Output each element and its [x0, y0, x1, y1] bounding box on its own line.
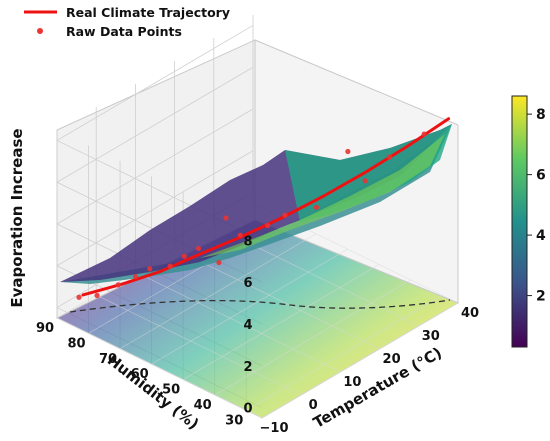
- colorbar-gradient: [511, 95, 528, 348]
- grid-line-x-floor: [174, 248, 380, 350]
- y-tick-label: 80: [67, 336, 85, 351]
- data-point: [132, 273, 139, 280]
- z-axis-label: Evaporation Increase: [8, 128, 26, 307]
- data-point: [386, 154, 393, 160]
- legend: Real Climate Trajectory Raw Data Points: [24, 5, 230, 39]
- z-tick-label: 0: [243, 402, 252, 417]
- colorbar-ticks: 2 4 6 8: [527, 107, 546, 305]
- grid-line-x-floor: [56, 317, 263, 419]
- x-tick-label: 0: [309, 398, 318, 413]
- data-point: [94, 292, 100, 299]
- grid-line-y-floor: [183, 264, 380, 380]
- colorbar-tick-label: 6: [536, 168, 546, 184]
- grid-line-z-right: [56, 150, 254, 267]
- data-point: [76, 294, 82, 300]
- y-tick-label: 40: [194, 398, 212, 413]
- y-tick-label: 30: [225, 413, 243, 428]
- data-point: [167, 263, 173, 269]
- z-tick-label: 4: [243, 318, 252, 333]
- colorbar-tick-label: 2: [536, 289, 546, 305]
- data-point: [216, 259, 222, 266]
- y-tick-label: 90: [36, 321, 54, 336]
- surface: [60, 124, 452, 284]
- data-points: [76, 131, 427, 300]
- colorbar: 2 4 6 8: [511, 95, 546, 348]
- data-point: [313, 204, 320, 210]
- grid-line-y-floor: [119, 233, 317, 350]
- z-tick-label: 6: [243, 276, 252, 291]
- x-tick-label: 20: [383, 352, 401, 367]
- grid-line-y-floor: [246, 295, 443, 411]
- y-tick-label: 70: [99, 352, 117, 367]
- y-tick-label: 50: [162, 383, 180, 398]
- legend-entry-points: Raw Data Points: [66, 24, 182, 39]
- grid-line-z-right: [56, 108, 254, 225]
- legend-entry-trajectory: Real Climate Trajectory: [66, 5, 230, 20]
- grid-line-y-floor: [214, 279, 411, 396]
- y-tick-label: 60: [131, 367, 149, 382]
- data-point: [181, 253, 187, 259]
- axes: −10 0 10 20 30 40 30 40 50 60 70 80 90 0 2 4 6 8: [36, 234, 479, 436]
- surface-right-wing: [285, 124, 452, 222]
- data-point: [265, 222, 271, 229]
- data-point: [345, 148, 351, 155]
- grid-line-y-floor: [151, 248, 348, 365]
- data-point: [237, 232, 243, 238]
- data-point: [223, 215, 229, 221]
- colorbar-tick-label: 4: [536, 228, 546, 244]
- x-tick-label: 30: [422, 329, 440, 344]
- x-tick-label: 10: [343, 375, 361, 390]
- floor-contour-line: [69, 299, 451, 313]
- surface-front-sheet: [60, 124, 452, 284]
- x-tick-label: 40: [461, 306, 479, 321]
- floor-grid: [56, 202, 459, 419]
- grid-line-x-floor: [96, 294, 302, 396]
- data-point: [195, 245, 202, 252]
- trajectory: [81, 117, 451, 297]
- z-tick-label: 2: [243, 360, 252, 375]
- colorbar-tick-label: 8: [536, 107, 546, 123]
- data-point: [282, 212, 288, 218]
- data-point: [147, 266, 153, 272]
- grid-line-z-right: [56, 25, 254, 141]
- x-tick-label: −10: [260, 421, 289, 436]
- trajectory-line: [81, 117, 451, 297]
- grid-line-z-right: [56, 66, 254, 183]
- data-point: [362, 178, 368, 184]
- grid-line-x-floor: [135, 271, 341, 373]
- data-point: [421, 131, 427, 137]
- z-tick-label: 8: [243, 234, 252, 249]
- data-point: [115, 282, 121, 288]
- legend-marker-swatch: [37, 28, 43, 34]
